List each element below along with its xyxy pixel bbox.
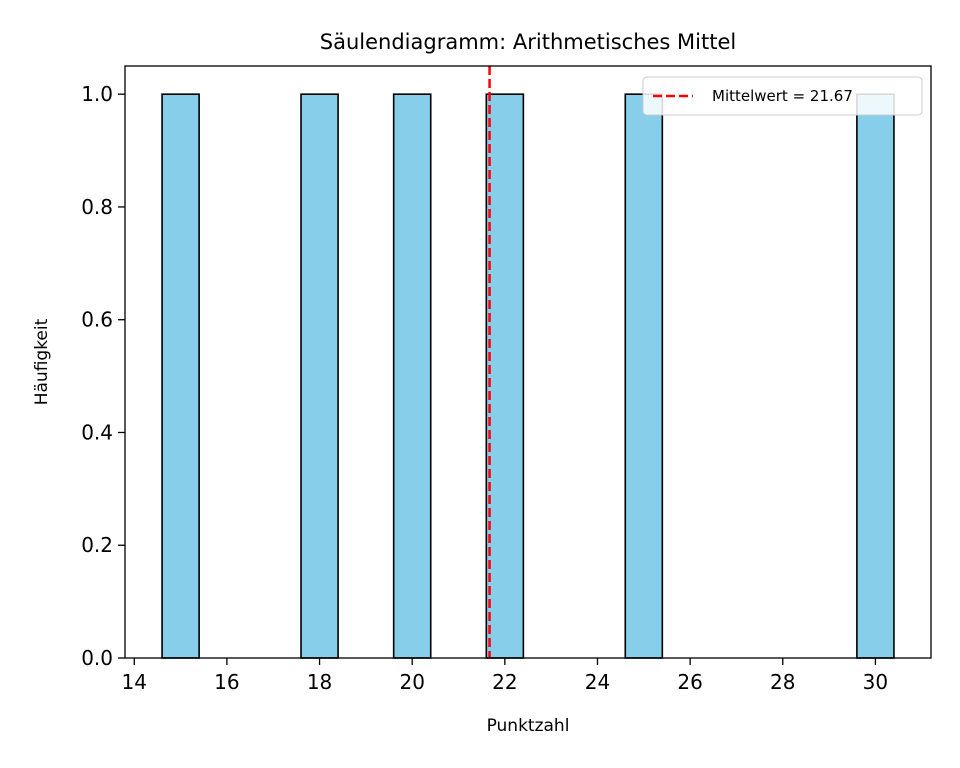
chart-title: Säulendiagramm: Arithmetisches Mittel (320, 30, 736, 54)
x-tick-label: 28 (770, 670, 795, 694)
y-tick-label: 0.0 (81, 646, 113, 670)
x-tick-label: 16 (214, 670, 239, 694)
x-tick-label: 30 (863, 670, 888, 694)
x-axis: 14 16 18 20 22 24 26 28 30 (122, 658, 888, 694)
bars-group (161, 93, 895, 659)
y-axis-label: Häufigkeit (32, 318, 52, 405)
legend-mean-label: Mittelwert = 21.67 (712, 87, 853, 105)
plot-frame (124, 65, 932, 659)
x-tick-label: 26 (677, 670, 702, 694)
y-tick-label: 1.0 (81, 82, 113, 106)
y-tick-label: 0.6 (81, 308, 113, 332)
x-tick-label: 18 (307, 670, 332, 694)
x-tick-label: 20 (399, 670, 424, 694)
bar (300, 93, 339, 659)
x-tick-label: 24 (585, 670, 610, 694)
bar (624, 93, 664, 659)
bar (856, 93, 895, 659)
y-tick-label: 0.8 (81, 195, 113, 219)
x-axis-label: Punktzahl (487, 716, 570, 736)
legend: Mittelwert = 21.67 (642, 76, 923, 116)
bar (161, 93, 200, 659)
bar (392, 93, 432, 659)
bar (485, 93, 525, 659)
x-tick-label: 22 (492, 670, 517, 694)
y-axis: 0.0 0.2 0.4 0.6 0.8 1.0 (81, 82, 125, 670)
y-tick-label: 0.2 (81, 533, 113, 557)
y-tick-label: 0.4 (81, 420, 113, 444)
legend-box (642, 76, 923, 116)
x-tick-label: 14 (122, 670, 147, 694)
